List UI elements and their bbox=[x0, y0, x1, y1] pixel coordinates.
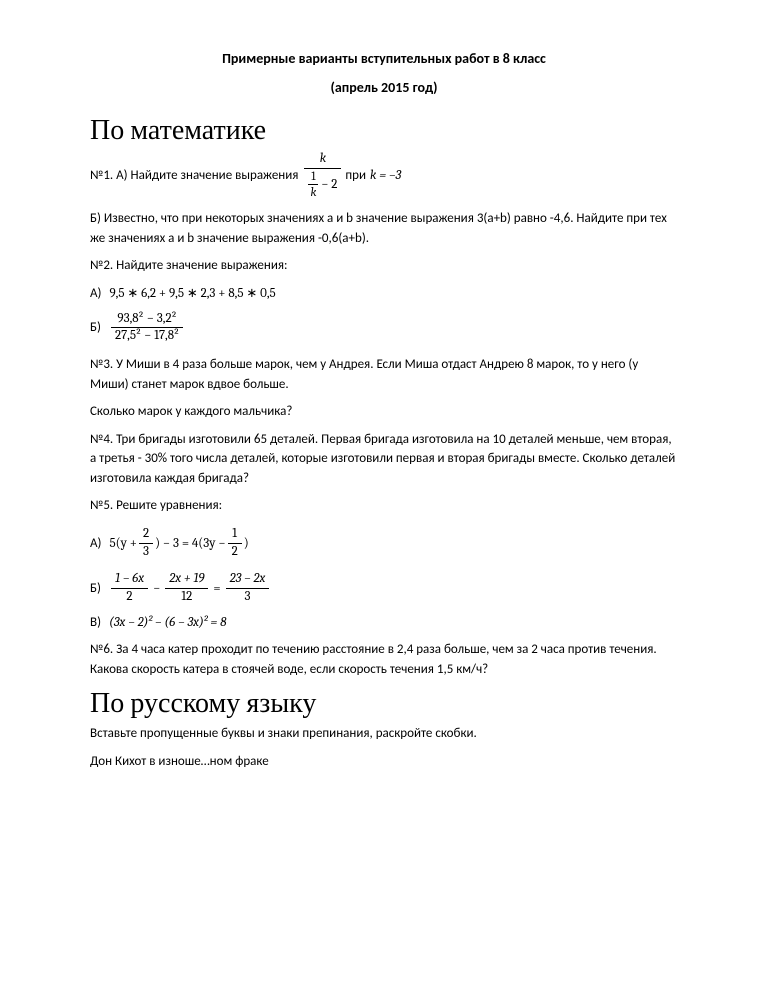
problem-1b: Б) Известно, что при некоторых значениях… bbox=[90, 209, 678, 248]
problem-5a: А) 5(y + 2 3 ) − 3 = 4(3y − 1 2 ) bbox=[90, 526, 678, 561]
problem-5b: Б) 1 − 6x 2 − 2x + 19 12 = 23 − 2x 3 bbox=[90, 571, 678, 606]
document-title: Примерные варианты вступительных работ в… bbox=[90, 50, 678, 67]
problem-2b: Б) 93,8² − 3,2² 27,5² − 17,8² bbox=[90, 311, 678, 346]
russian-text: Дон Кихот в изноше…ном фраке bbox=[90, 752, 678, 772]
problem-1a-mid: при bbox=[345, 166, 366, 186]
formula-fraction: k 1 k − 2 bbox=[304, 151, 341, 201]
russian-instruction: Вставьте пропущенные буквы и знаки препи… bbox=[90, 724, 678, 744]
problem-5c: В) (3x − 2)² − (6 − 3x)² = 8 bbox=[90, 615, 678, 630]
problem-6: №6. За 4 часа катер проходит по течению … bbox=[90, 640, 678, 679]
problem-3: №3. У Миши в 4 раза больше марок, чем у … bbox=[90, 355, 678, 394]
problem-1a: №1. А) Найдите значение выражения k 1 k … bbox=[90, 151, 678, 201]
problem-3-question: Сколько марок у каждого мальчика? bbox=[90, 402, 678, 422]
problem-2a: А) 9,5 ∗ 6,2 + 9,5 ∗ 2,3 + 8,5 ∗ 0,5 bbox=[90, 286, 678, 301]
document-page: Примерные варианты вступительных работ в… bbox=[0, 0, 768, 819]
problem-5: №5. Решите уравнения: bbox=[90, 496, 678, 516]
problem-1a-text: №1. А) Найдите значение выражения bbox=[90, 166, 298, 186]
document-subtitle: (апрель 2015 год) bbox=[90, 79, 678, 96]
section-heading-russian: По русскому языку bbox=[90, 687, 678, 720]
problem-4: №4. Три бригады изготовили 65 деталей. П… bbox=[90, 430, 678, 489]
section-heading-math: По математике bbox=[90, 114, 678, 147]
problem-2: №2. Найдите значение выражения: bbox=[90, 256, 678, 276]
problem-1a-cond: k = −3 bbox=[370, 166, 401, 186]
